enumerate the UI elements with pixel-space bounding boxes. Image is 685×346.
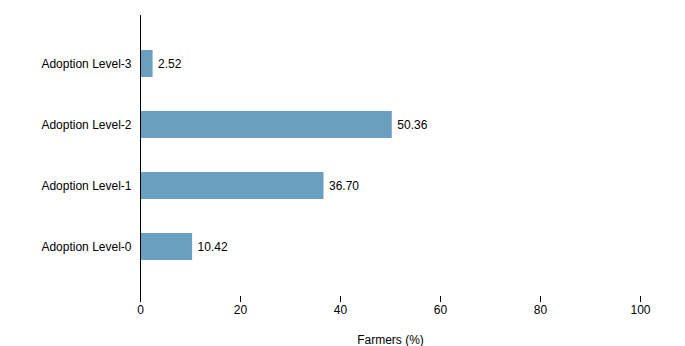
svg-text:Adoption Level-3: Adoption Level-3: [41, 57, 131, 71]
svg-text:Farmers (%): Farmers (%): [357, 333, 424, 346]
svg-text:Adoption Level-1: Adoption Level-1: [41, 179, 131, 193]
svg-text:36.70: 36.70: [329, 179, 359, 193]
svg-text:40: 40: [334, 303, 348, 317]
svg-text:20: 20: [234, 303, 248, 317]
svg-text:60: 60: [434, 303, 448, 317]
svg-text:100: 100: [630, 303, 650, 317]
svg-text:80: 80: [534, 303, 548, 317]
svg-text:Adoption Level-0: Adoption Level-0: [41, 240, 131, 254]
svg-text:50.36: 50.36: [397, 118, 427, 132]
svg-text:Adoption Level-2: Adoption Level-2: [41, 118, 131, 132]
svg-text:10.42: 10.42: [198, 240, 228, 254]
svg-text:0: 0: [137, 303, 144, 317]
svg-text:2.52: 2.52: [158, 57, 182, 71]
